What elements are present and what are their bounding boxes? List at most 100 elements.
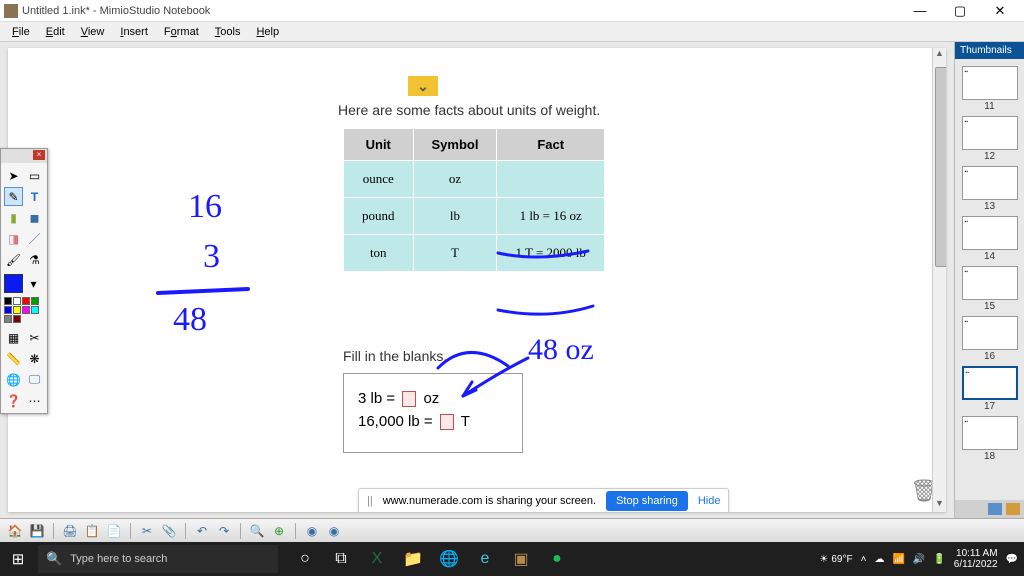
ruler-tool[interactable]: 📏 (4, 349, 23, 368)
unit-table: Unit Symbol Fact ounce oz pound lb 1 lb … (343, 128, 605, 272)
pen-tool[interactable]: ✎ (4, 187, 23, 206)
toolbox-close-icon[interactable]: × (33, 150, 45, 160)
task-taskview[interactable]: ⧉ (324, 542, 358, 576)
screen-tool[interactable]: 🖵 (25, 370, 44, 389)
globe-tool[interactable]: 🌐 (4, 370, 23, 389)
copy-icon[interactable]: 📋 (83, 522, 101, 540)
task-chrome[interactable]: 🌐 (432, 542, 466, 576)
thumbnails-footer (955, 500, 1024, 518)
thumbnail-12[interactable]: ▪▪ (962, 116, 1018, 150)
thumbnails-header: Thumbnails (955, 42, 1024, 59)
thumbnail-11[interactable]: ▪▪ (962, 66, 1018, 100)
vertical-scrollbar[interactable]: ▲ ▼ (932, 48, 946, 512)
color-swatch[interactable] (4, 306, 12, 314)
thumbnail-16[interactable]: ▪▪ (962, 316, 1018, 350)
task-spotify[interactable]: ● (540, 542, 574, 576)
task-cortana[interactable]: ○ (288, 542, 322, 576)
prev-page-icon[interactable]: ◉ (303, 522, 321, 540)
start-button[interactable]: ⊞ (0, 542, 36, 576)
redo-icon[interactable]: ↷ (215, 522, 233, 540)
color-swatch[interactable] (31, 297, 39, 305)
thumbnail-13[interactable]: ▪▪ (962, 166, 1018, 200)
color-picker-icon[interactable]: ▾ (24, 274, 43, 293)
home-icon[interactable]: 🏠 (6, 522, 24, 540)
more-tool[interactable]: ⋯ (25, 391, 44, 410)
thumbnail-15[interactable]: ▪▪ (962, 266, 1018, 300)
taskbar-search[interactable]: 🔍 Type here to search (38, 545, 278, 573)
weather-temp: 69°F (831, 554, 852, 565)
menu-tools[interactable]: Tools (207, 24, 249, 40)
close-button[interactable]: ✕ (980, 1, 1020, 21)
tray-battery-icon[interactable]: 🔋 (933, 554, 945, 565)
weather[interactable]: ☀ 69°F (819, 554, 852, 565)
color-swatch[interactable] (13, 315, 21, 323)
clock[interactable]: 10:11 AM 6/11/2022 (954, 548, 998, 570)
cell-fact-0 (497, 161, 604, 198)
canvas[interactable]: ⌄ Here are some facts about units of wei… (8, 48, 946, 512)
select-tool[interactable]: ▭ (25, 166, 44, 185)
tray-wifi-icon[interactable]: 📶 (892, 554, 904, 565)
thumbnail-label-14: 14 (959, 251, 1020, 262)
eraser-tool[interactable]: ◨ (4, 229, 23, 248)
grid-tool[interactable]: ▦ (4, 328, 23, 347)
brush-tool[interactable]: 🖌 (4, 250, 23, 269)
highlighter-tool[interactable]: ▮ (4, 208, 23, 227)
undo-icon[interactable]: ↶ (193, 522, 211, 540)
thumbnail-label-17: 17 (959, 401, 1020, 412)
zoom-icon[interactable]: 🔍 (248, 522, 266, 540)
stop-sharing-button[interactable]: Stop sharing (606, 491, 688, 511)
tray-volume-icon[interactable]: 🔊 (913, 554, 925, 565)
blank-box: 3 lb = oz 16,000 lb = T (343, 373, 523, 453)
menu-format[interactable]: Format (156, 24, 207, 40)
toolbox-titlebar[interactable]: × (1, 149, 47, 163)
thumbnails-list[interactable]: ▪▪11▪▪12▪▪13▪▪14▪▪15▪▪16▪▪17▪▪18 (955, 59, 1024, 500)
clipboard-icon[interactable]: 📎 (160, 522, 178, 540)
color-swatch[interactable] (22, 297, 30, 305)
shape-tool[interactable]: ◼ (25, 208, 44, 227)
next-page-icon[interactable]: ◉ (325, 522, 343, 540)
print-icon[interactable]: 🖨 (61, 522, 79, 540)
hide-sharing-button[interactable]: Hide (698, 495, 721, 507)
thumb-folder2-icon[interactable] (1006, 503, 1020, 515)
thumb-folder-icon[interactable] (988, 503, 1002, 515)
current-color[interactable] (4, 274, 23, 293)
help-tool[interactable]: ❓ (4, 391, 23, 410)
color-swatch[interactable] (4, 297, 12, 305)
task-edge[interactable]: e (468, 542, 502, 576)
pointer-tool[interactable]: ➤ (4, 166, 23, 185)
blank-2[interactable] (440, 414, 454, 430)
thumbnail-17[interactable]: ▪▪ (962, 366, 1018, 400)
menu-edit[interactable]: Edit (38, 24, 73, 40)
line-tool[interactable]: ／ (25, 229, 44, 248)
maximize-button[interactable]: ▢ (940, 1, 980, 21)
menu-view[interactable]: View (73, 24, 113, 40)
cut-icon[interactable]: ✂ (138, 522, 156, 540)
color-swatch[interactable] (31, 306, 39, 314)
add-page-icon[interactable]: ⊕ (270, 522, 288, 540)
task-app1[interactable]: ▣ (504, 542, 538, 576)
color-swatch[interactable] (13, 306, 21, 314)
color-swatch[interactable] (4, 315, 12, 323)
minimize-button[interactable]: — (900, 1, 940, 21)
blank-1[interactable] (402, 391, 416, 407)
menu-file[interactable]: File (4, 24, 38, 40)
thumbnail-14[interactable]: ▪▪ (962, 216, 1018, 250)
expand-chevron[interactable]: ⌄ (408, 76, 438, 96)
cut-tool[interactable]: ✂ (25, 328, 44, 347)
tray-cloud-icon[interactable]: ☁ (874, 554, 884, 565)
paste-icon[interactable]: 📄 (105, 522, 123, 540)
menu-help[interactable]: Help (248, 24, 287, 40)
toolbox[interactable]: × ➤ ▭ ✎ T ▮ ◼ ◨ ／ 🖌 ⚗ ▾ ▦ ✂ 📏 ❋ 🌐 🖵 ❓ ⋯ (0, 148, 48, 414)
save-icon[interactable]: 💾 (28, 522, 46, 540)
color-swatch[interactable] (22, 306, 30, 314)
text-tool[interactable]: T (25, 187, 44, 206)
task-explorer[interactable]: 📁 (396, 542, 430, 576)
fill-tool[interactable]: ⚗ (25, 250, 44, 269)
thumbnail-18[interactable]: ▪▪ (962, 416, 1018, 450)
menu-insert[interactable]: Insert (112, 24, 156, 40)
task-excel[interactable]: X (360, 542, 394, 576)
stamp-tool[interactable]: ❋ (25, 349, 44, 368)
tray-chevron-icon[interactable]: ˄ (861, 554, 867, 565)
notifications-icon[interactable]: 💬 (1006, 554, 1018, 565)
color-swatch[interactable] (13, 297, 21, 305)
